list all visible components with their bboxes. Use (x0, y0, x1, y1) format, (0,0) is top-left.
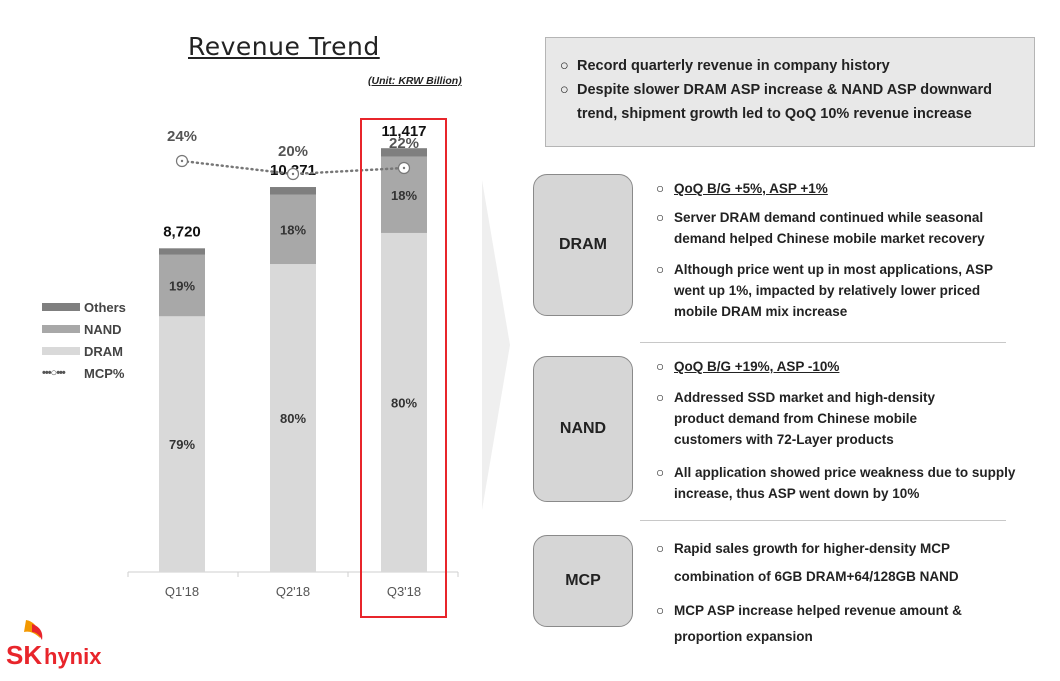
unit-label: (Unit: KRW Billion) (368, 75, 462, 87)
bar-label-nand: 19% (169, 279, 195, 294)
bar-label-dram: 80% (391, 395, 417, 410)
nand-bullet: ○ All application showed price weakness … (656, 462, 1016, 504)
nand-bullet-text: All application showed price weakness du… (674, 465, 1016, 501)
summary-text: Despite slower DRAM ASP increase & NAND … (577, 82, 992, 122)
x-tick-label: Q2'18 (276, 584, 310, 599)
bullet-circle-icon: ○ (656, 181, 665, 196)
legend-item-mcp: •••○••• MCP% (42, 362, 126, 384)
mcp-label: 24% (167, 128, 197, 145)
legend-label-mcp: MCP% (84, 365, 125, 381)
legend-swatch-nand (42, 325, 80, 333)
dram-bullet-text: QoQ B/G +5%, ASP +1% (674, 181, 828, 196)
legend-swatch-dram (42, 347, 80, 355)
mcp-bullet-text: MCP ASP increase helped revenue amount &… (674, 603, 962, 644)
bullet-circle-icon: ○ (560, 82, 569, 98)
bullet-circle-icon: ○ (656, 603, 665, 618)
bullet-circle-icon: ○ (656, 541, 665, 556)
bullet-circle-icon: ○ (656, 465, 665, 480)
logo-text-hynix: hynix (44, 644, 102, 669)
x-tick-label: Q3'18 (387, 584, 421, 599)
bar-segment-nand (159, 254, 205, 317)
segment-box-dram: DRAM (533, 174, 633, 316)
bullet-circle-icon: ○ (656, 390, 665, 405)
arrow-shape (482, 180, 510, 510)
mcp-bullet: ○ MCP ASP increase helped revenue amount… (656, 598, 1011, 650)
nand-bullet: ○ Addressed SSD market and high-density … (656, 387, 986, 450)
mcp-label: 22% (389, 135, 419, 152)
bar-label-dram: 79% (169, 437, 195, 452)
chart-title: Revenue Trend (188, 32, 380, 61)
legend-item-others: Others (42, 296, 126, 318)
legend-label-nand: NAND (84, 321, 122, 337)
mcp-bullet: ○ Rapid sales growth for higher-density … (656, 535, 1011, 591)
section-divider (640, 520, 1006, 521)
summary-box: ○ Record quarterly revenue in company hi… (545, 37, 1035, 147)
summary-bullet: ○ Record quarterly revenue in company hi… (560, 54, 1034, 78)
bar-label-nand: 18% (280, 222, 306, 237)
bar-segment-others (381, 148, 427, 157)
legend-item-nand: NAND (42, 318, 126, 340)
bar-segment-nand (270, 194, 316, 265)
logo-text-sk: SK (6, 640, 42, 670)
summary-text: Record quarterly revenue in company hist… (577, 58, 890, 74)
chart-legend: Others NAND DRAM •••○••• MCP% (42, 296, 126, 384)
bar-label-nand: 18% (391, 188, 417, 203)
mcp-point-dot (180, 159, 184, 163)
dram-bullet-text: Although price went up in most applicati… (674, 262, 993, 319)
sk-hynix-logo: SK hynix (6, 620, 102, 670)
bar-segment-dram (381, 232, 427, 573)
mcp-label: 20% (278, 143, 308, 160)
legend-label-dram: DRAM (84, 343, 123, 359)
segment-box-mcp: MCP (533, 535, 633, 627)
bar-segment-others (159, 248, 205, 255)
legend-swatch-mcp: •••○••• (42, 367, 66, 379)
bar-total-label: 11,417 (381, 123, 426, 140)
dram-bullet: ○ QoQ B/G +5%, ASP +1% (656, 178, 1016, 199)
dram-bullet: ○ Although price went up in most applica… (656, 259, 1016, 322)
bar-total-label: 8,720 (163, 223, 201, 240)
mcp-bullet-text: Rapid sales growth for higher-density MC… (674, 541, 959, 584)
bar-segment-dram (159, 316, 205, 572)
q3-highlight-box (360, 118, 447, 618)
nand-bullet-text: QoQ B/G +19%, ASP -10% (674, 359, 840, 374)
bullet-circle-icon: ○ (656, 262, 665, 277)
dram-bullet-text: Server DRAM demand continued while seaso… (674, 210, 985, 246)
bar-segment-others (270, 187, 316, 195)
bullet-circle-icon: ○ (656, 210, 665, 225)
bar-segment-dram (270, 264, 316, 572)
mcp-point-dot (291, 172, 295, 176)
revenue-chart: 79%19%8,720Q1'1880%18%10,371Q2'1880%18%1… (127, 123, 459, 599)
legend-swatch-others (42, 303, 80, 311)
legend-item-dram: DRAM (42, 340, 126, 362)
dram-bullet: ○ Server DRAM demand continued while sea… (656, 207, 1016, 249)
bar-label-dram: 80% (280, 411, 306, 426)
section-divider (640, 342, 1006, 343)
legend-label-others: Others (84, 299, 126, 315)
nand-bullet-text: Addressed SSD market and high-density pr… (674, 390, 936, 447)
nand-bullet: ○ QoQ B/G +19%, ASP -10% (656, 356, 1016, 377)
logo-butterfly-icon (32, 624, 43, 640)
mcp-point-dot (402, 166, 406, 170)
bullet-circle-icon: ○ (656, 359, 665, 374)
segment-box-nand: NAND (533, 356, 633, 502)
x-tick-label: Q1'18 (165, 584, 199, 599)
bullet-circle-icon: ○ (560, 58, 569, 74)
summary-bullet: ○ Despite slower DRAM ASP increase & NAN… (560, 78, 1034, 126)
